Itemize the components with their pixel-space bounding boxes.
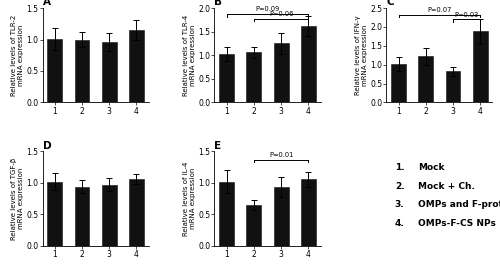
Text: P=0.09: P=0.09 <box>256 6 280 12</box>
Text: C: C <box>386 0 394 7</box>
Text: OMPs and F-protein + Ch.: OMPs and F-protein + Ch. <box>418 200 500 210</box>
Bar <box>129 179 144 246</box>
Bar <box>301 26 316 102</box>
Text: 1.: 1. <box>395 163 404 172</box>
Bar <box>48 39 62 102</box>
Bar <box>391 64 406 102</box>
Bar <box>48 182 62 246</box>
Text: OMPs-F-CS NPs + Ch.: OMPs-F-CS NPs + Ch. <box>418 219 500 228</box>
Text: Mock + Ch.: Mock + Ch. <box>418 182 475 191</box>
Y-axis label: Relative levels of IFN-γ
mRNA expression: Relative levels of IFN-γ mRNA expression <box>355 15 368 95</box>
Text: D: D <box>42 141 51 151</box>
Text: A: A <box>42 0 50 7</box>
Y-axis label: Relative levels of TGF-β
mRNA expression: Relative levels of TGF-β mRNA expression <box>11 157 24 240</box>
Bar <box>74 39 90 102</box>
Y-axis label: Relative levels of TLR-4
mRNA expression: Relative levels of TLR-4 mRNA expression <box>183 15 196 96</box>
Bar <box>220 54 234 102</box>
Bar <box>246 52 262 102</box>
Text: B: B <box>214 0 222 7</box>
Text: P=0.01: P=0.01 <box>269 152 293 158</box>
Y-axis label: Relative levels of TLR-2
mRNA expression: Relative levels of TLR-2 mRNA expression <box>11 15 24 96</box>
Bar <box>301 179 316 246</box>
Text: 4.: 4. <box>395 219 404 228</box>
Bar <box>220 182 234 246</box>
Bar <box>472 32 488 102</box>
Bar <box>129 30 144 102</box>
Y-axis label: Relative levels of IL-4
mRNA expression: Relative levels of IL-4 mRNA expression <box>183 161 196 236</box>
Text: P=0.07: P=0.07 <box>427 7 452 13</box>
Bar <box>246 205 262 246</box>
Bar <box>274 43 288 102</box>
Bar <box>74 187 90 246</box>
Bar <box>446 72 460 102</box>
Bar <box>274 187 288 246</box>
Bar <box>102 42 116 102</box>
Text: 3.: 3. <box>395 200 404 210</box>
Text: E: E <box>214 141 222 151</box>
Bar <box>102 185 116 246</box>
Text: 2.: 2. <box>395 182 404 191</box>
Text: P=0.03: P=0.03 <box>454 12 478 18</box>
Text: Mock: Mock <box>418 163 444 172</box>
Bar <box>418 56 434 102</box>
Text: P=0.06: P=0.06 <box>269 11 293 17</box>
